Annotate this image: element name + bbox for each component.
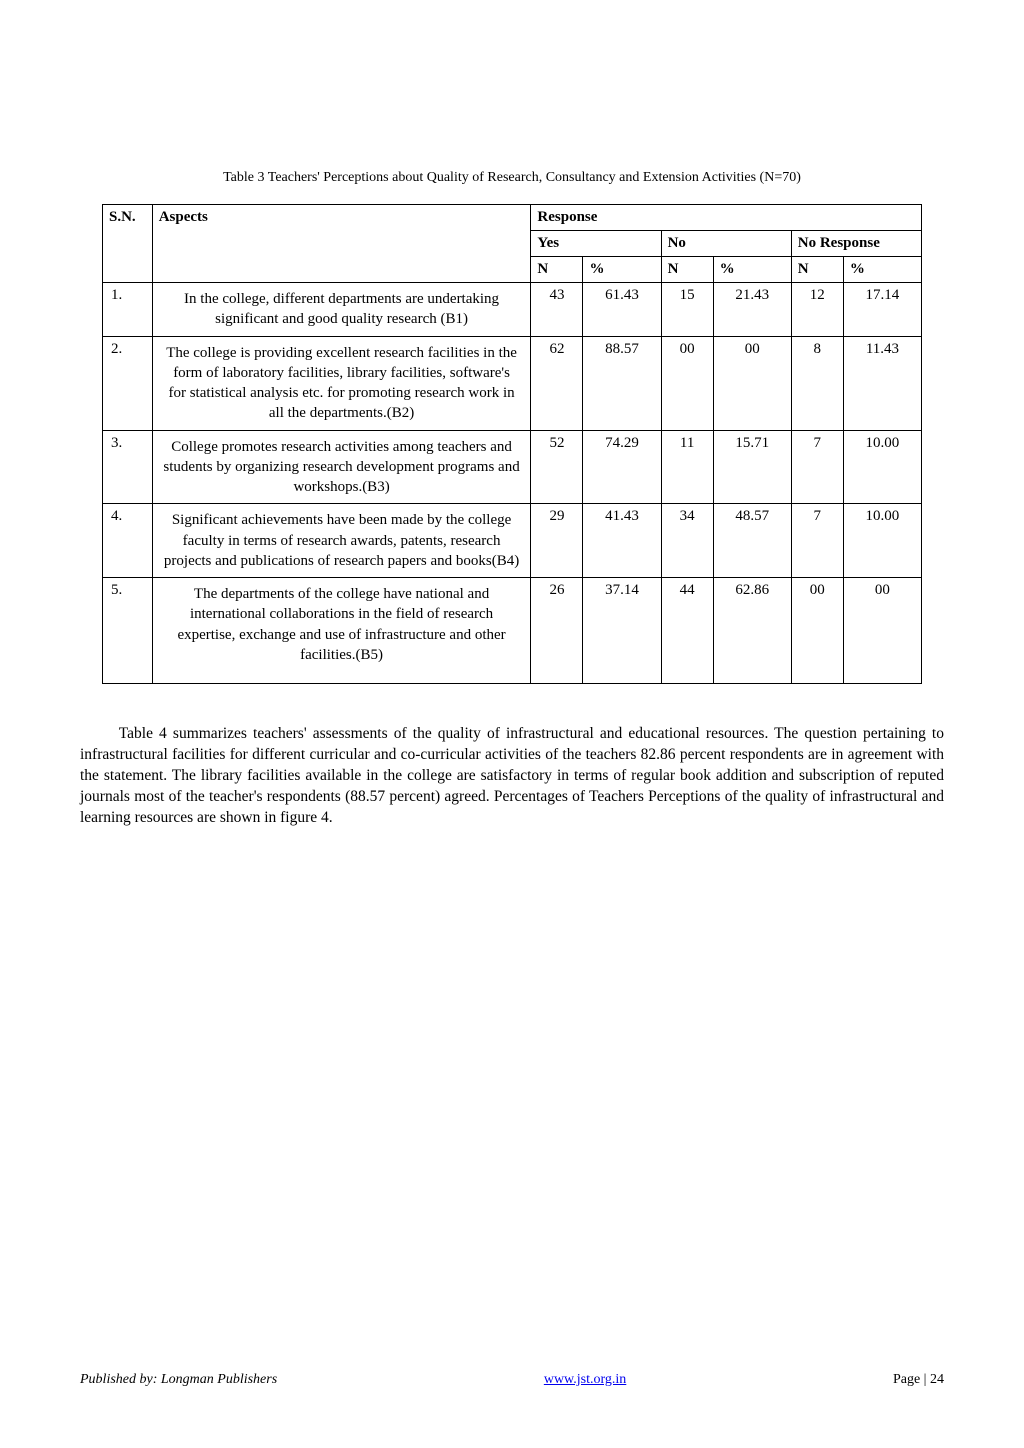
hdr-no-n: N (661, 257, 713, 283)
cell-nr-n: 7 (791, 504, 843, 578)
cell-sn: 2. (103, 336, 153, 430)
hdr-yes-n: N (531, 257, 583, 283)
hdr-noresp: No Response (791, 231, 921, 257)
body-paragraph: Table 4 summarizes teachers' assessments… (80, 724, 944, 829)
table-header-row-1: S.N. Aspects Response (103, 205, 922, 231)
footer-page: Page | 24 (893, 1372, 944, 1388)
cell-aspect: College promotes research activities amo… (152, 430, 531, 504)
cell-yes-n: 29 (531, 504, 583, 578)
cell-no-p: 62.86 (713, 578, 791, 684)
page-container: Table 3 Teachers' Perceptions about Qual… (0, 0, 1024, 1448)
cell-yes-n: 62 (531, 336, 583, 430)
cell-nr-n: 00 (791, 578, 843, 684)
cell-yes-n: 26 (531, 578, 583, 684)
cell-yes-n: 43 (531, 283, 583, 337)
hdr-yes: Yes (531, 231, 661, 257)
hdr-aspects: Aspects (152, 205, 531, 283)
cell-no-p: 00 (713, 336, 791, 430)
cell-no-p: 48.57 (713, 504, 791, 578)
cell-no-p: 15.71 (713, 430, 791, 504)
cell-sn: 3. (103, 430, 153, 504)
table-row: 3. College promotes research activities … (103, 430, 922, 504)
table-row: 4. Significant achievements have been ma… (103, 504, 922, 578)
table-row: 1. In the college, different departments… (103, 283, 922, 337)
table-row: 5. The departments of the college have n… (103, 578, 922, 684)
hdr-yes-pct: % (583, 257, 661, 283)
footer-link[interactable]: www.jst.org.in (544, 1372, 626, 1388)
cell-yes-p: 37.14 (583, 578, 661, 684)
cell-sn: 1. (103, 283, 153, 337)
cell-yes-p: 74.29 (583, 430, 661, 504)
cell-nr-p: 10.00 (843, 504, 921, 578)
cell-aspect: The college is providing excellent resea… (152, 336, 531, 430)
hdr-nr-pct: % (843, 257, 921, 283)
cell-no-n: 11 (661, 430, 713, 504)
cell-no-n: 34 (661, 504, 713, 578)
cell-no-p: 21.43 (713, 283, 791, 337)
hdr-no: No (661, 231, 791, 257)
table-row: 2. The college is providing excellent re… (103, 336, 922, 430)
cell-aspect: In the college, different departments ar… (152, 283, 531, 337)
cell-sn: 5. (103, 578, 153, 684)
footer-publisher: Published by: Longman Publishers (80, 1372, 277, 1388)
cell-yes-p: 88.57 (583, 336, 661, 430)
cell-no-n: 15 (661, 283, 713, 337)
cell-nr-n: 7 (791, 430, 843, 504)
cell-nr-p: 00 (843, 578, 921, 684)
cell-sn: 4. (103, 504, 153, 578)
page-footer: Published by: Longman Publishers www.jst… (80, 1372, 944, 1388)
cell-nr-p: 11.43 (843, 336, 921, 430)
table3-caption: Table 3 Teachers' Perceptions about Qual… (80, 170, 944, 186)
hdr-response: Response (531, 205, 922, 231)
cell-aspect: The departments of the college have nati… (152, 578, 531, 684)
table3: S.N. Aspects Response Yes No No Response… (102, 204, 922, 684)
cell-nr-n: 8 (791, 336, 843, 430)
cell-yes-n: 52 (531, 430, 583, 504)
cell-aspect: Significant achievements have been made … (152, 504, 531, 578)
hdr-no-pct: % (713, 257, 791, 283)
cell-no-n: 00 (661, 336, 713, 430)
cell-yes-p: 61.43 (583, 283, 661, 337)
cell-nr-n: 12 (791, 283, 843, 337)
hdr-sn: S.N. (103, 205, 153, 283)
cell-yes-p: 41.43 (583, 504, 661, 578)
cell-nr-p: 17.14 (843, 283, 921, 337)
cell-no-n: 44 (661, 578, 713, 684)
hdr-nr-n: N (791, 257, 843, 283)
cell-nr-p: 10.00 (843, 430, 921, 504)
